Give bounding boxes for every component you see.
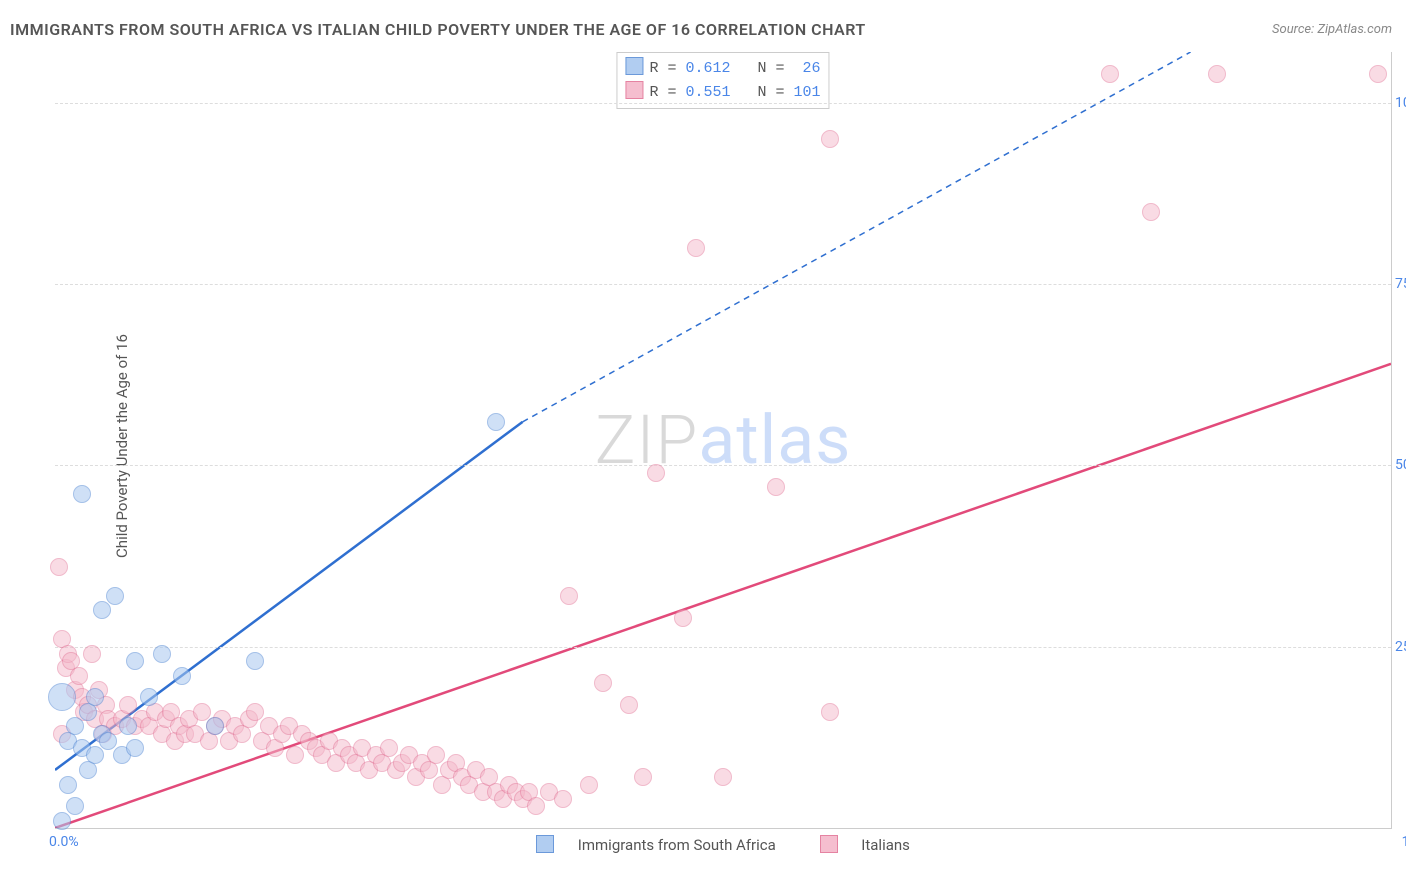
series-a-point (140, 688, 158, 706)
stats-legend-row-b: R = 0.551 N = 101 (625, 81, 820, 105)
series-a-point (66, 797, 84, 815)
series-a-point (126, 652, 144, 670)
series-a-point (106, 587, 124, 605)
series-b-point (554, 790, 572, 808)
series-b-point (674, 609, 692, 627)
series-a-point (153, 645, 171, 663)
legend-n-value-a: 26 (803, 60, 821, 77)
series-a-point (246, 652, 264, 670)
series-a-point (93, 601, 111, 619)
series-b-point (767, 478, 785, 496)
series-a-point (86, 688, 104, 706)
series-b-point (1142, 203, 1160, 221)
series-b-point (427, 746, 445, 764)
series-b-point (647, 464, 665, 482)
source-credit: Source: ZipAtlas.com (1272, 22, 1392, 37)
series-b-point (70, 667, 88, 685)
y-tick-label: 75.0% (1395, 276, 1406, 292)
series-b-point (286, 746, 304, 764)
x-tick-max: 100.0% (1402, 834, 1406, 850)
series-b-point (560, 587, 578, 605)
series-b-point (634, 768, 652, 786)
series-b-point (1101, 65, 1119, 83)
trend-line (55, 364, 1391, 828)
series-b-point (50, 558, 68, 576)
source-name: ZipAtlas.com (1317, 22, 1392, 37)
chart-title: IMMIGRANTS FROM SOUTH AFRICA VS ITALIAN … (10, 20, 866, 39)
source-prefix: Source: (1272, 22, 1317, 37)
stats-legend-box: R = 0.612 N = 26 R = 0.551 N = 101 (616, 52, 829, 109)
series-a-point (126, 739, 144, 757)
watermark-atlas: atlas (698, 400, 851, 480)
series-b-point (1208, 65, 1226, 83)
series-b-point (714, 768, 732, 786)
series-b-point (620, 696, 638, 714)
stats-legend-row-a: R = 0.612 N = 26 (625, 57, 820, 81)
gridline (55, 647, 1391, 648)
series-a-point (99, 732, 117, 750)
series-b-point (821, 130, 839, 148)
legend-n-value-b: 101 (794, 84, 821, 101)
series-a-point (48, 683, 76, 711)
series-a-point (86, 746, 104, 764)
gridline (55, 284, 1391, 285)
bottom-swatch-b (820, 835, 838, 853)
series-a-point (173, 667, 191, 685)
series-a-point (66, 717, 84, 735)
series-b-point (83, 645, 101, 663)
y-tick-label: 50.0% (1395, 457, 1406, 473)
bottom-legend-item-b: Italians (810, 836, 920, 854)
y-tick-label: 25.0% (1395, 639, 1406, 655)
legend-swatch-b (625, 81, 643, 99)
gridline (55, 103, 1391, 104)
y-tick-label: 100.0% (1395, 95, 1406, 111)
legend-r-value-b: 0.551 (685, 84, 730, 101)
series-a-point (53, 812, 71, 830)
watermark: ZIPatlas (595, 400, 852, 480)
series-b-point (527, 797, 545, 815)
legend-r-value-a: 0.612 (685, 60, 730, 77)
series-a-point (73, 485, 91, 503)
series-b-point (821, 703, 839, 721)
series-a-point (206, 717, 224, 735)
series-a-point (119, 717, 137, 735)
series-b-point (246, 703, 264, 721)
series-b-point (594, 674, 612, 692)
series-b-point (119, 696, 137, 714)
gridline (55, 465, 1391, 466)
series-b-point (1369, 65, 1387, 83)
watermark-zip: ZIP (595, 400, 699, 480)
series-b-point (193, 703, 211, 721)
series-a-point (487, 413, 505, 431)
series-b-point (580, 776, 598, 794)
bottom-legend: Immigrants from South Africa Italians (55, 835, 1391, 854)
series-b-point (380, 739, 398, 757)
legend-swatch-a (625, 57, 643, 75)
bottom-legend-item-a: Immigrants from South Africa (526, 836, 786, 854)
plot-area: ZIPatlas R = 0.612 N = 26 R = 0.551 N = … (55, 52, 1392, 829)
series-b-point (687, 239, 705, 257)
series-a-point (59, 776, 77, 794)
bottom-swatch-a (536, 835, 554, 853)
